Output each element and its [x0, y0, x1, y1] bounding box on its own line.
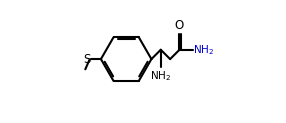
Text: S: S [83, 53, 90, 66]
Text: O: O [175, 19, 184, 32]
Text: NH$_2$: NH$_2$ [193, 43, 214, 57]
Text: NH$_2$: NH$_2$ [150, 69, 171, 83]
